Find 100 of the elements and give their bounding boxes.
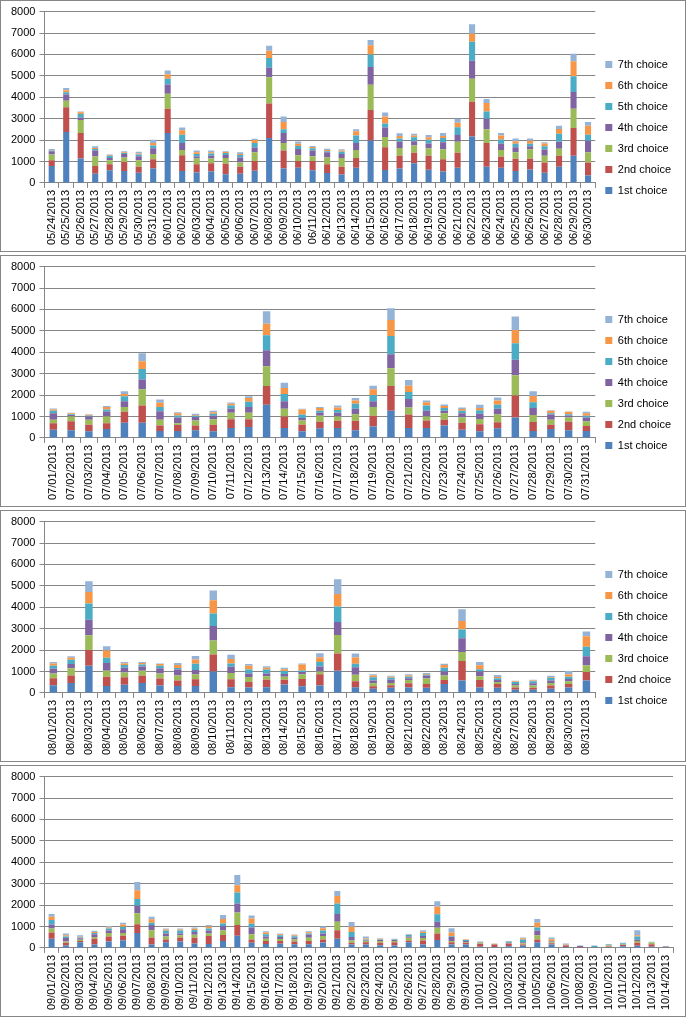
legend-label: 2nd choice <box>617 672 672 685</box>
x-tick-label: 07/01/2013 <box>46 444 59 501</box>
x-tick-label: 09/30/2013 <box>458 954 471 1011</box>
x-tick-label: 06/19/2013 <box>421 189 434 246</box>
x-tick-label: 06/08/2013 <box>262 189 275 246</box>
x-tick-label: 06/13/2013 <box>334 189 347 246</box>
legend-label: 5th choice <box>617 609 668 622</box>
legend-label: 4th choice <box>617 630 668 643</box>
x-tick-label: 06/29/2013 <box>566 189 579 246</box>
y-tick-label: 6000 <box>10 302 36 315</box>
x-tick-label: 09/13/2013 <box>216 954 229 1011</box>
x-tick-label: 07/17/2013 <box>330 444 343 501</box>
x-tick-label: 08/26/2013 <box>490 699 503 756</box>
x-tick-label: 10/07/2013 <box>558 954 571 1011</box>
x-tick-label: 05/27/2013 <box>88 189 101 246</box>
x-tick-label: 07/12/2013 <box>241 444 254 501</box>
x-tick-label: 10/03/2013 <box>501 954 514 1011</box>
x-tick-label: 07/15/2013 <box>295 444 308 501</box>
legend-label: 2nd choice <box>617 162 672 175</box>
y-tick-label: 1000 <box>10 409 36 422</box>
x-tick-label: 09/23/2013 <box>358 954 371 1011</box>
legend-label: 3rd choice <box>617 651 669 664</box>
x-tick-label: 07/21/2013 <box>401 444 414 501</box>
x-tick-label: 05/24/2013 <box>44 189 57 246</box>
x-tick-label: 08/09/2013 <box>188 699 201 756</box>
x-tick-label: 06/27/2013 <box>537 189 550 246</box>
y-tick-label: 5000 <box>10 578 36 591</box>
x-tick-label: 06/02/2013 <box>175 189 188 246</box>
x-tick-label: 09/04/2013 <box>87 954 100 1011</box>
y-tick-label: 6000 <box>10 47 36 60</box>
x-tick-label: 08/04/2013 <box>99 699 112 756</box>
x-tick-label: 07/05/2013 <box>117 444 130 501</box>
y-tick-label: 0 <box>29 940 36 953</box>
y-tick-label: 3000 <box>10 621 36 634</box>
x-tick-label: 08/23/2013 <box>437 699 450 756</box>
y-tick-label: 6000 <box>10 812 36 825</box>
x-tick-label: 05/30/2013 <box>131 189 144 246</box>
y-tick-label: 5000 <box>10 323 36 336</box>
x-tick-label: 07/16/2013 <box>312 444 325 501</box>
y-tick-label: 2000 <box>10 898 36 911</box>
y-tick-label: 7000 <box>10 26 36 39</box>
y-tick-label: 5000 <box>10 68 36 81</box>
legend-label: 6th choice <box>617 333 668 346</box>
y-tick-label: 4000 <box>10 855 36 868</box>
y-tick-label: 0 <box>29 685 36 698</box>
x-tick-label: 09/22/2013 <box>344 954 357 1011</box>
x-tick-label: 08/30/2013 <box>561 699 574 756</box>
legend-label: 1st choice <box>617 183 668 196</box>
legend-label: 3rd choice <box>617 396 669 409</box>
x-tick-label: 08/22/2013 <box>419 699 432 756</box>
x-tick-label: 06/16/2013 <box>378 189 391 246</box>
x-tick-label: 06/30/2013 <box>581 189 594 246</box>
x-tick-label: 06/20/2013 <box>436 189 449 246</box>
x-tick-label: 10/01/2013 <box>473 954 486 1011</box>
x-tick-label: 09/18/2013 <box>287 954 300 1011</box>
x-tick-label: 09/01/2013 <box>44 954 57 1011</box>
x-tick-label: 08/10/2013 <box>206 699 219 756</box>
y-tick-label: 7000 <box>10 791 36 804</box>
x-tick-label: 05/31/2013 <box>146 189 159 246</box>
x-tick-label: 07/20/2013 <box>383 444 396 501</box>
x-tick-label: 06/04/2013 <box>204 189 217 246</box>
x-tick-label: 07/29/2013 <box>543 444 556 501</box>
y-tick-label: 0 <box>29 430 36 443</box>
legend-label: 6th choice <box>617 78 668 91</box>
x-tick-label: 07/31/2013 <box>579 444 592 501</box>
y-tick-label: 4000 <box>10 345 36 358</box>
x-tick-label: 09/24/2013 <box>373 954 386 1011</box>
x-tick-label: 07/07/2013 <box>153 444 165 501</box>
x-tick-label: 08/03/2013 <box>81 699 94 756</box>
y-tick-label: 4000 <box>10 90 36 103</box>
y-tick-label: 1000 <box>10 919 36 932</box>
x-tick-label: 10/05/2013 <box>530 954 543 1011</box>
x-tick-label: 07/27/2013 <box>508 444 521 501</box>
x-tick-label: 05/29/2013 <box>117 189 130 246</box>
x-tick-label: 10/10/2013 <box>601 954 614 1011</box>
x-tick-label: 08/28/2013 <box>526 699 539 756</box>
x-tick-label: 07/18/2013 <box>348 444 361 501</box>
x-tick-label: 07/30/2013 <box>561 444 574 501</box>
x-tick-label: 07/25/2013 <box>472 444 485 501</box>
x-tick-label: 07/19/2013 <box>366 444 379 501</box>
x-tick-label: 06/26/2013 <box>523 189 536 246</box>
legend-label: 4th choice <box>617 375 668 388</box>
x-tick-label: 09/29/2013 <box>444 954 457 1011</box>
x-tick-label: 06/21/2013 <box>450 189 463 246</box>
x-tick-label: 08/31/2013 <box>579 699 592 756</box>
y-tick-label: 2000 <box>10 388 36 401</box>
x-tick-label: 06/17/2013 <box>392 189 405 246</box>
x-tick-label: 08/21/2013 <box>401 699 414 756</box>
x-tick-label: 10/02/2013 <box>487 954 500 1011</box>
x-tick-label: 09/19/2013 <box>301 954 314 1011</box>
x-tick-label: 09/10/2013 <box>173 954 186 1011</box>
legend-label: 1st choice <box>617 693 668 706</box>
y-tick-label: 8000 <box>10 4 36 17</box>
y-tick-label: 4000 <box>10 600 36 613</box>
x-tick-label: 09/20/2013 <box>316 954 329 1011</box>
y-tick-label: 2000 <box>10 643 36 656</box>
x-tick-label: 07/28/2013 <box>526 444 539 501</box>
x-tick-label: 05/28/2013 <box>102 189 115 246</box>
x-tick-label: 08/17/2013 <box>330 699 343 756</box>
x-tick-label: 06/15/2013 <box>363 189 376 246</box>
